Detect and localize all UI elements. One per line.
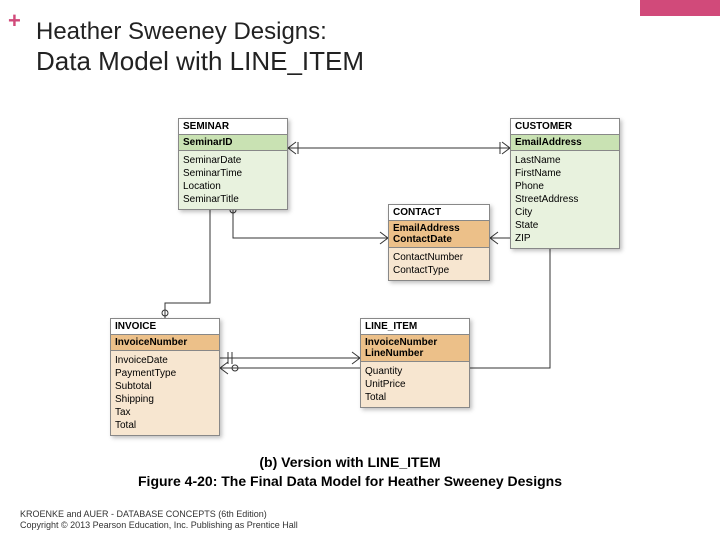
accent-bar: [640, 0, 720, 16]
entity-attrs: SeminarDate SeminarTime Location Seminar…: [179, 151, 287, 209]
entity-name: LINE_ITEM: [361, 319, 469, 335]
entity-contact: CONTACT EmailAddress ContactDate Contact…: [388, 204, 490, 281]
entity-pk: SeminarID: [179, 135, 287, 151]
slide-title: Heather Sweeney Designs: Data Model with…: [36, 18, 364, 77]
title-line-2: Data Model with LINE_ITEM: [36, 46, 364, 77]
title-line-1: Heather Sweeney Designs:: [36, 18, 364, 46]
er-diagram: SEMINAR SeminarID SeminarDate SeminarTim…: [100, 118, 660, 458]
caption-line-1: (b) Version with LINE_ITEM: [0, 453, 700, 473]
entity-line-item: LINE_ITEM InvoiceNumber LineNumber Quant…: [360, 318, 470, 408]
entity-name: CONTACT: [389, 205, 489, 221]
entity-invoice: INVOICE InvoiceNumber InvoiceDate Paymen…: [110, 318, 220, 436]
entity-name: CUSTOMER: [511, 119, 619, 135]
plus-icon: +: [8, 8, 21, 34]
figure-caption: (b) Version with LINE_ITEM Figure 4-20: …: [0, 453, 700, 492]
entity-name: INVOICE: [111, 319, 219, 335]
slide-footer: KROENKE and AUER - DATABASE CONCEPTS (6t…: [20, 509, 298, 532]
caption-line-2: Figure 4-20: The Final Data Model for He…: [0, 472, 700, 492]
entity-attrs: ContactNumber ContactType: [389, 248, 489, 280]
entity-attrs: LastName FirstName Phone StreetAddress C…: [511, 151, 619, 248]
entity-pk: EmailAddress ContactDate: [389, 221, 489, 248]
entity-seminar: SEMINAR SeminarID SeminarDate SeminarTim…: [178, 118, 288, 210]
entity-attrs: InvoiceDate PaymentType Subtotal Shippin…: [111, 351, 219, 435]
entity-attrs: Quantity UnitPrice Total: [361, 362, 469, 407]
entity-customer: CUSTOMER EmailAddress LastName FirstName…: [510, 118, 620, 249]
footer-line-1: KROENKE and AUER - DATABASE CONCEPTS (6t…: [20, 509, 298, 521]
entity-pk: InvoiceNumber LineNumber: [361, 335, 469, 362]
footer-line-2: Copyright © 2013 Pearson Education, Inc.…: [20, 520, 298, 532]
entity-name: SEMINAR: [179, 119, 287, 135]
entity-pk: InvoiceNumber: [111, 335, 219, 351]
entity-pk: EmailAddress: [511, 135, 619, 151]
